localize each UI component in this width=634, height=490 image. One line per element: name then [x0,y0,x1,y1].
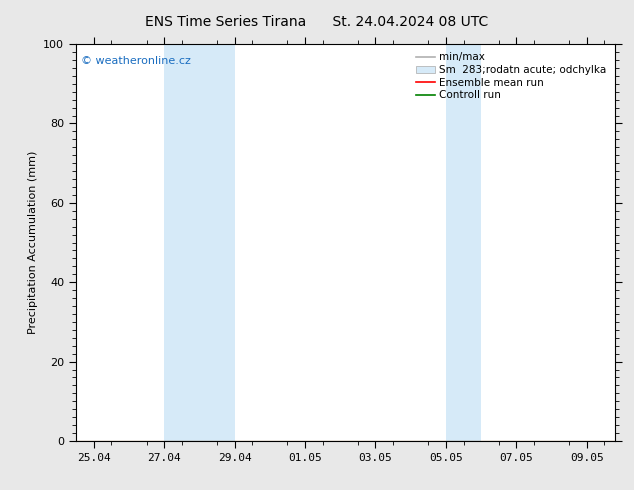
Text: ENS Time Series Tirana      St. 24.04.2024 08 UTC: ENS Time Series Tirana St. 24.04.2024 08… [145,15,489,29]
Legend: min/max, Sm  283;rodatn acute; odchylka, Ensemble mean run, Controll run: min/max, Sm 283;rodatn acute; odchylka, … [413,49,610,103]
Bar [164,44,235,441]
Y-axis label: Precipitation Accumulation (mm): Precipitation Accumulation (mm) [28,151,37,334]
Text: © weatheronline.cz: © weatheronline.cz [81,56,191,66]
Bar [446,44,481,441]
